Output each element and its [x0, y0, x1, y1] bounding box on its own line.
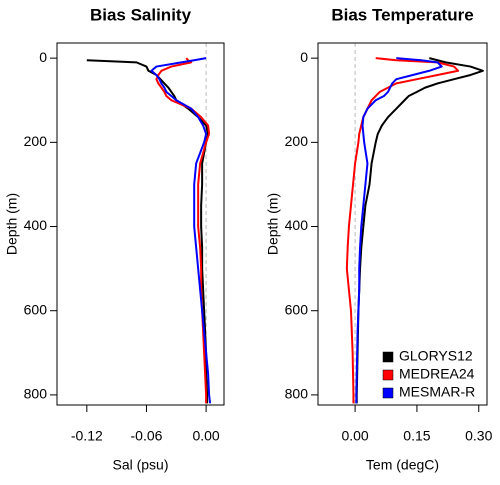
- profile-line: [150, 57, 212, 404]
- chart-title: Bias Temperature: [331, 5, 473, 24]
- plot-frame: [317, 42, 488, 406]
- x-tick-label: -0.06: [131, 428, 163, 444]
- x-tick-label: 0.00: [341, 428, 368, 444]
- profile-line: [355, 57, 443, 404]
- y-tick-label: 400: [285, 217, 309, 233]
- y-tick-label: 800: [285, 386, 309, 402]
- y-tick-label: 200: [24, 133, 48, 149]
- y-axis-label: Depth (m): [4, 193, 20, 255]
- chart-title: Bias Salinity: [90, 5, 192, 24]
- y-tick-label: 600: [24, 301, 48, 317]
- legend-swatch: [382, 369, 394, 381]
- legend-swatch: [382, 387, 394, 399]
- y-tick-label: 600: [285, 301, 309, 317]
- profile-line: [345, 57, 460, 404]
- plot-frame: [56, 42, 225, 406]
- x-tick-label: 0.00: [192, 428, 219, 444]
- x-axis-label: Sal (psu): [112, 457, 168, 473]
- x-tick-label: -0.12: [71, 428, 103, 444]
- y-tick-label: 0: [300, 49, 308, 65]
- y-tick-label: 200: [285, 133, 309, 149]
- y-tick-label: 400: [24, 217, 48, 233]
- y-tick-label: 800: [24, 386, 48, 402]
- legend-label: MESMAR-R: [399, 384, 475, 400]
- x-tick-label: 0.30: [465, 428, 492, 444]
- y-axis-label: Depth (m): [265, 193, 281, 255]
- legend-label: MEDREA24: [399, 366, 475, 382]
- x-axis-label: Tem (degC): [366, 457, 439, 473]
- legend-swatch: [382, 351, 394, 363]
- y-tick-label: 0: [39, 49, 47, 65]
- x-tick-label: 0.15: [403, 428, 430, 444]
- profile-line: [86, 59, 210, 404]
- legend-label: GLORYS12: [399, 348, 473, 364]
